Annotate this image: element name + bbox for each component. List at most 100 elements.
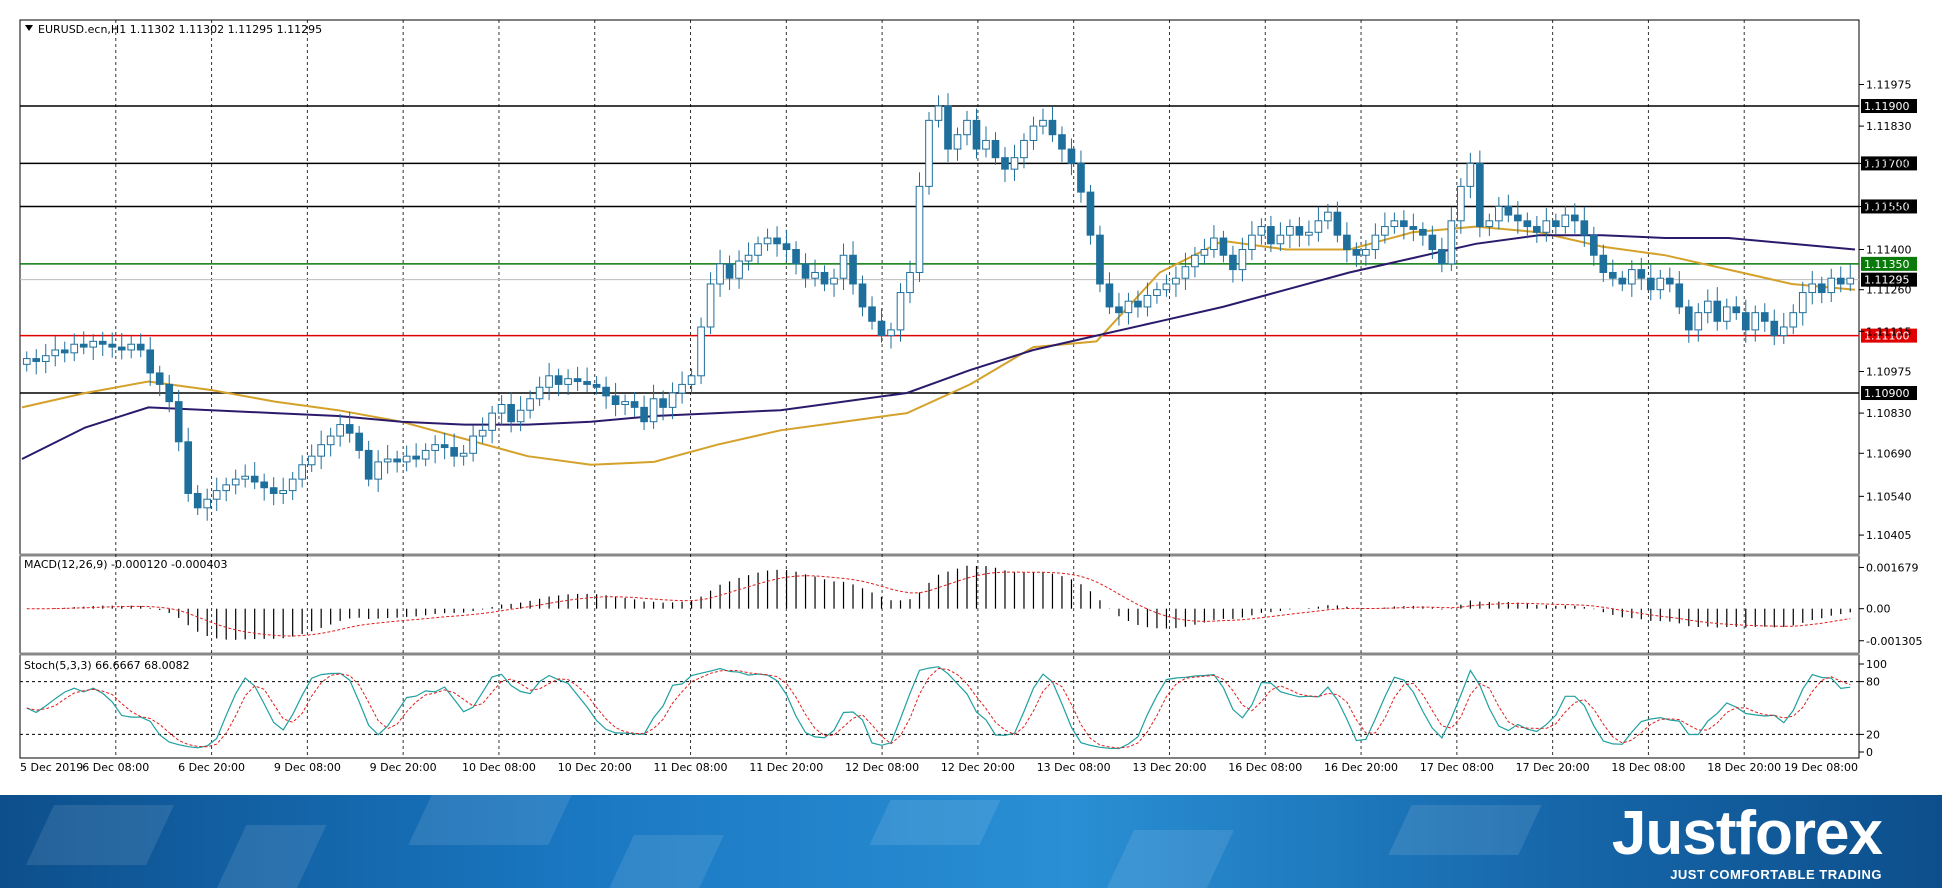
candle-body — [592, 383, 601, 388]
y-tick-label: 1.10540 — [1866, 490, 1912, 503]
candle-body — [868, 306, 876, 322]
y-tick-label: 1.11975 — [1866, 78, 1912, 91]
stoch-tick-label: 20 — [1866, 728, 1880, 741]
macd-tick-label: -0.001305 — [1866, 635, 1922, 648]
candle-body — [1067, 148, 1076, 164]
candle-body — [1096, 234, 1104, 285]
candle-body — [98, 340, 107, 345]
candle-body — [801, 263, 810, 279]
candle-body — [744, 254, 753, 262]
stoch-tick-label: 80 — [1866, 676, 1880, 689]
candle-body — [1798, 292, 1807, 314]
collapse-triangle-icon[interactable] — [25, 25, 33, 31]
candle-body — [155, 372, 164, 385]
candle-body — [1352, 249, 1361, 256]
candle-body — [478, 429, 487, 437]
x-tick-label: 12 Dec 20:00 — [941, 761, 1015, 774]
candle-body — [687, 375, 696, 385]
candle-body — [326, 435, 335, 446]
candle-body — [1608, 271, 1617, 279]
candle-body — [412, 455, 420, 460]
candle-body — [725, 263, 734, 279]
x-tick-label: 6 Dec 08:00 — [82, 761, 149, 774]
candle-body — [1305, 231, 1313, 236]
price-level-label: 1.11100 — [1864, 330, 1910, 343]
candle-body — [1504, 205, 1513, 216]
candle-body — [41, 355, 50, 362]
y-tick-label: 1.11115 — [1866, 325, 1912, 338]
x-tick-label: 18 Dec 08:00 — [1611, 761, 1685, 774]
candle-body — [1238, 249, 1247, 271]
candle-body — [231, 478, 240, 486]
candle-body — [659, 398, 667, 408]
candle-body — [298, 464, 306, 480]
y-tick-label: 1.11830 — [1866, 120, 1912, 133]
candle-body — [1789, 312, 1798, 328]
price-level-label: 1.11350 — [1864, 258, 1910, 271]
candle-body — [260, 481, 269, 489]
candle-body — [697, 326, 705, 377]
stoch-label: Stoch(5,3,3) 66.6667 68.0082 — [24, 659, 190, 672]
candle-body — [1438, 249, 1446, 265]
candle-body — [972, 119, 981, 150]
y-tick-label: 1.10975 — [1866, 365, 1912, 378]
candle-body — [782, 243, 791, 251]
candle-body — [526, 398, 534, 411]
candle-body — [51, 349, 60, 357]
candle-body — [925, 119, 933, 187]
candle-body — [982, 139, 990, 150]
candle-body — [944, 105, 952, 150]
price-level-tag — [1861, 199, 1917, 214]
candle-body — [1675, 283, 1684, 308]
candle-body — [355, 432, 363, 451]
candle-body — [1105, 283, 1114, 308]
candle-body — [336, 424, 344, 437]
candle-body — [1276, 234, 1285, 245]
candle-body — [564, 378, 572, 385]
candle-body — [193, 492, 202, 509]
candle-body — [792, 249, 800, 265]
candle-body — [630, 401, 639, 408]
x-tick-label: 16 Dec 20:00 — [1324, 761, 1398, 774]
candle-body — [288, 478, 297, 492]
macd-signal-line — [26, 571, 1851, 637]
candle-body — [1684, 306, 1693, 331]
candle-body — [32, 358, 41, 362]
price-level-tag — [1861, 256, 1917, 271]
y-tick-label: 1.11260 — [1866, 284, 1912, 297]
brand-logo: Justforex JUST COMFORTABLE TRADING — [1612, 803, 1883, 883]
candle-body — [754, 243, 762, 256]
candle-body — [1134, 300, 1142, 308]
candle-body — [1627, 269, 1636, 285]
candle-body — [1722, 306, 1731, 322]
x-tick-label: 17 Dec 20:00 — [1516, 761, 1590, 774]
candle-body — [1058, 134, 1066, 150]
candle-body — [915, 185, 924, 273]
x-tick-label: 19 Dec 08:00 — [1784, 761, 1858, 774]
candle-body — [203, 498, 212, 509]
x-tick-label: 11 Dec 20:00 — [749, 761, 823, 774]
x-tick-label: 5 Dec 2019 — [20, 761, 83, 774]
candle-body — [1124, 300, 1133, 314]
macd-label: MACD(12,26,9) -0.000120 -0.000403 — [24, 558, 227, 571]
x-tick-label: 16 Dec 08:00 — [1228, 761, 1302, 774]
candle-body — [1219, 237, 1228, 256]
candle-body — [1589, 234, 1598, 256]
candle-body — [1409, 226, 1418, 230]
candle-body — [1485, 220, 1494, 228]
candle-body — [250, 475, 259, 483]
candle-body — [678, 383, 686, 394]
candle-body — [1295, 226, 1304, 236]
candle-body — [1390, 220, 1399, 228]
candle-body — [269, 487, 278, 494]
candle-body — [1153, 289, 1161, 296]
candle-body — [307, 455, 316, 466]
x-tick-label: 18 Dec 20:00 — [1707, 761, 1781, 774]
candle-body — [212, 490, 221, 500]
candle-body — [896, 292, 905, 331]
symbol-header: EURUSD.ecn,H1 1.11302 1.11302 1.11295 1.… — [38, 23, 322, 36]
macd-tick-label: 0.001679 — [1866, 561, 1919, 574]
candle-body — [1162, 283, 1171, 291]
candle-body — [991, 139, 1000, 159]
candle-body — [602, 386, 610, 397]
